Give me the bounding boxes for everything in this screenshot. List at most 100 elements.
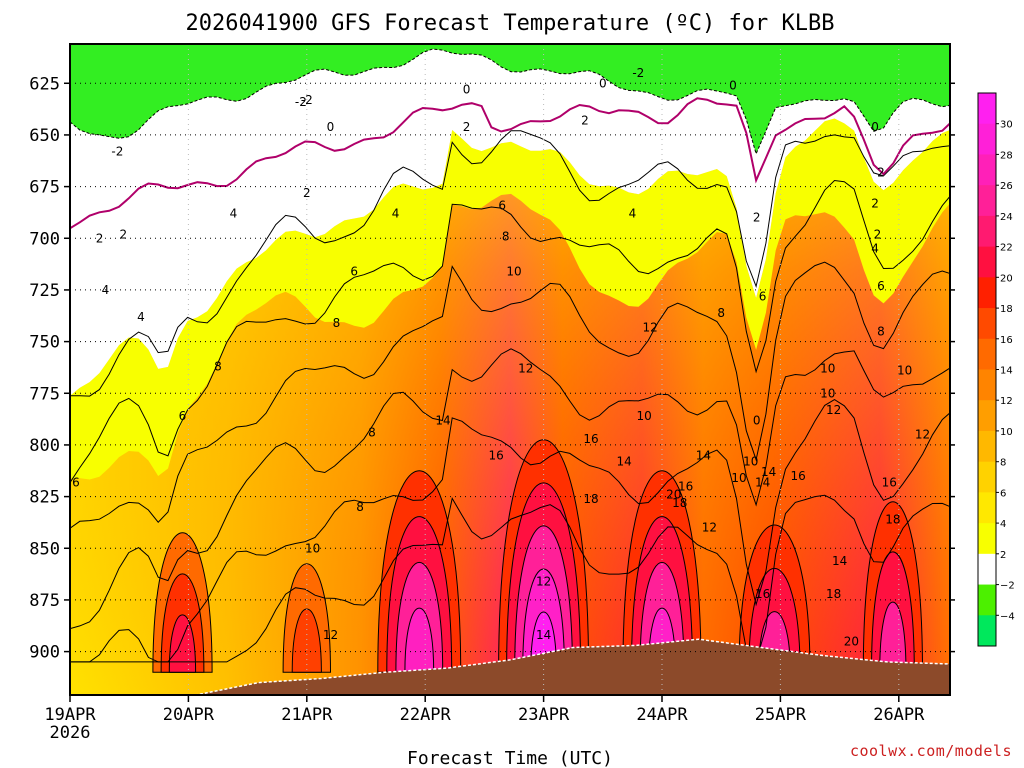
isotherm-contours [70, 48, 950, 663]
colorbar-swatch [978, 338, 996, 370]
isotherm-label: -2 [632, 66, 644, 80]
isotherm-label: 20 [666, 488, 681, 502]
isotherm-label: 4 [230, 207, 238, 221]
isotherm-label: -2 [301, 93, 313, 107]
isotherm-label: 6 [350, 265, 358, 279]
y-tick-label: 775 [29, 384, 60, 404]
isotherm-label: 14 [435, 413, 450, 427]
isotherm-label: 2 [753, 211, 761, 225]
x-tick-label: 24APR [636, 705, 688, 725]
isotherm-label: -2 [111, 145, 123, 159]
isotherm-label: 0 [871, 120, 879, 134]
zero-degree-isotherm [70, 97, 950, 230]
colorbar-swatch [978, 308, 996, 340]
isotherm-line [70, 348, 950, 630]
y-tick-label: 825 [29, 488, 60, 508]
isotherm-label: 10 [305, 541, 320, 555]
isotherm-label: 16 [882, 475, 897, 489]
isotherm-label: 10 [820, 362, 835, 376]
x-tick-label: 21APR [281, 705, 333, 725]
y-tick-label: 650 [29, 126, 60, 146]
isotherm-label: 14 [761, 465, 776, 479]
isotherm-label: 2 [463, 120, 471, 134]
isotherm-label: 0 [327, 120, 335, 134]
isotherm-label: 0 [599, 76, 607, 90]
colorbar-swatch [978, 185, 996, 217]
colorbar-tick-label: 8 [1000, 458, 1006, 469]
x-tick-label: 19APR [44, 705, 96, 725]
isotherm-label: 12 [826, 403, 841, 417]
isotherm-label: 16 [583, 432, 598, 446]
isotherm-label: 18 [826, 587, 841, 601]
x-tick-label: 26APR [873, 705, 925, 725]
colorbar-tick-label: 6 [1000, 488, 1006, 499]
colorbar-tick-label: 10 [1000, 427, 1013, 438]
isotherm-label: 4 [137, 310, 145, 324]
colorbar-swatch [978, 615, 996, 647]
isotherm-label: 4 [102, 283, 110, 297]
isotherm-label: 16 [489, 448, 504, 462]
x-axis-label: Forecast Time (UTC) [407, 748, 613, 768]
isotherm-label: 14 [832, 554, 847, 568]
y-tick-label: 800 [29, 436, 60, 456]
isotherm-label: 2 [877, 165, 885, 179]
y-tick-label: 725 [29, 281, 60, 301]
y-tick-label: 700 [29, 229, 60, 249]
isotherm-label: 6 [179, 409, 187, 423]
isotherm-label: 14 [755, 475, 770, 489]
isotherm-label: 8 [502, 229, 510, 243]
colorbar-swatch [978, 154, 996, 186]
isotherm-label: 10 [743, 455, 758, 469]
isotherm-label: 6 [759, 289, 767, 303]
isotherm-label: 10 [820, 386, 835, 400]
subfreezing-green-band [70, 44, 950, 154]
y-tick-label: 850 [29, 539, 60, 559]
isotherm-label: 16 [755, 587, 770, 601]
isotherm-label: 2 [119, 227, 127, 241]
isotherm-label: 6 [877, 279, 885, 293]
isotherm-label: 12 [536, 575, 551, 589]
isotherm-label: 2 [96, 231, 104, 245]
colorbar-tick-label: 22 [1000, 243, 1013, 254]
isotherm-label: 8 [333, 316, 341, 330]
isotherm-label: 8 [877, 324, 885, 338]
y-tick-label: 900 [29, 643, 60, 663]
isotherm-label: 4 [629, 207, 637, 221]
credit-text: coolwx.com/models [850, 742, 1012, 760]
colorbar-tick-label: 28 [1000, 150, 1013, 161]
x-tick-label: 25APR [755, 705, 807, 725]
colorbar-tick-label: 20 [1000, 273, 1013, 284]
warm-core-contour [879, 601, 907, 673]
isotherm-label: 0 [753, 413, 761, 427]
isotherm-label: 4 [871, 242, 879, 256]
x-axis: 19APR 20APR 21APR 22APR 23APR 24APR 25APR 26APR… [44, 695, 925, 743]
isotherm-line [70, 179, 950, 483]
colorbar-tick-label: 14 [1000, 366, 1013, 377]
isotherm-line [70, 494, 950, 663]
y-tick-label: 675 [29, 178, 60, 198]
isotherm-label: 14 [696, 448, 711, 462]
colorbar-swatch [978, 430, 996, 463]
colorbar-swatch [978, 369, 996, 401]
colorbar-tick-label: 2 [1000, 550, 1006, 561]
colorbar-tick-label: 24 [1000, 212, 1013, 223]
isotherm-label: 2 [871, 196, 879, 210]
isotherm-label: 16 [678, 479, 693, 493]
colorbar-swatch [978, 93, 996, 125]
x-year-label: 2026 [50, 723, 91, 743]
isotherm-label: 8 [356, 500, 364, 514]
isotherm-label: 0 [729, 79, 737, 93]
isotherm-label: 14 [536, 628, 551, 642]
isotherm-label: 12 [702, 521, 717, 535]
isotherm-label: 10 [506, 265, 521, 279]
colorbar-tick-label: 26 [1000, 181, 1013, 192]
isotherm-label: 12 [323, 628, 338, 642]
yellow-isotherm-band [70, 118, 950, 480]
colorbar-tick-label: −4 [1000, 611, 1015, 622]
colorbar-tick-label: −2 [1000, 581, 1015, 592]
isotherm-line [70, 130, 950, 397]
isotherm-label: 2 [581, 114, 589, 128]
isotherm-label: 0 [463, 83, 471, 97]
